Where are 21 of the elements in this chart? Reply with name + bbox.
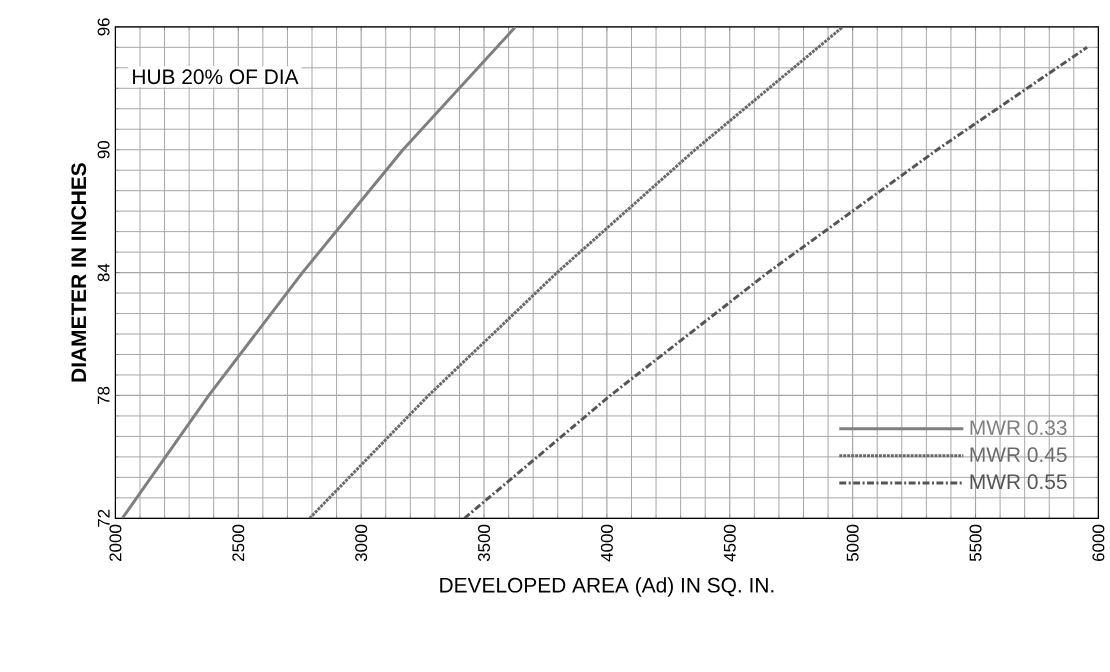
x-tick-label: 5500 [969,525,982,562]
x-tick-label: 2500 [232,525,245,562]
y-tick-label: 84 [97,263,110,282]
x-axis-title: DEVELOPED AREA (Ad) IN SQ. IN. [440,577,774,597]
x-tick-label: 3500 [478,525,491,562]
y-axis-title: DIAMETER IN INCHES [71,163,87,382]
line-series [462,46,1089,519]
y-tick-label: 78 [97,387,110,405]
x-tick-label: 2000 [109,525,122,562]
x-tick-label: 3000 [355,525,368,562]
annotation: HUB 20% OF DIA [133,69,299,85]
text: MWR 0.55 [970,474,1067,490]
y-tick-label: 90 [97,141,110,159]
x-tick-label: 4500 [723,525,736,562]
line-series [120,27,517,519]
y-tick-label: 72 [97,510,110,528]
y-tick-label: 96 [97,18,110,36]
x-tick-label: 5000 [846,525,859,562]
x-tick-label: 4000 [600,525,613,562]
x-tick-label: 6000 [1092,525,1105,562]
line-series [308,27,845,519]
